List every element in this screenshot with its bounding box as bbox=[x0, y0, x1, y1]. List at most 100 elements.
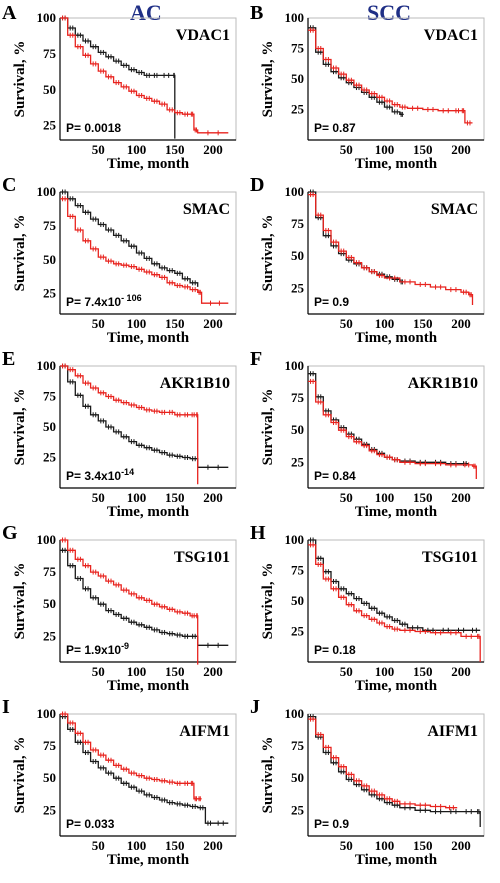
p-value-label: P= 0.84 bbox=[314, 469, 356, 483]
y-tick-label: 100 bbox=[37, 532, 57, 547]
y-tick-label: 100 bbox=[37, 10, 57, 25]
y-tick-label: 25 bbox=[291, 454, 305, 469]
gene-label: VDAC1 bbox=[424, 27, 478, 44]
x-axis-title: Time, month bbox=[107, 678, 190, 694]
y-tick-label: 25 bbox=[291, 802, 305, 817]
y-axis-title: Survival, % bbox=[260, 215, 276, 292]
x-tick-label: 200 bbox=[203, 838, 223, 853]
x-axis-title: Time, month bbox=[107, 504, 190, 520]
survival-curve-black bbox=[60, 191, 199, 287]
x-tick-label: 200 bbox=[451, 490, 471, 505]
km-chart-f: 25 50 75 100 50 100 150 200 Time, month Survival,… bbox=[260, 358, 485, 520]
gene-label: AIFM1 bbox=[427, 723, 478, 740]
p-value-exponent: -9 bbox=[121, 641, 129, 651]
x-axis-title: Time, month bbox=[355, 156, 438, 172]
y-axis-title: Survival, % bbox=[260, 737, 276, 814]
p-value-label: P= 0.0018 bbox=[66, 121, 121, 135]
km-chart-d: 25 50 75 100 50 100 150 200 Time, month Survival,… bbox=[260, 184, 485, 346]
x-tick-label: 100 bbox=[375, 316, 395, 331]
x-axis-title: Time, month bbox=[107, 852, 190, 868]
km-chart-h: 25 50 75 100 50 100 150 200 Time, month Survival,… bbox=[260, 532, 485, 694]
y-tick-label: 50 bbox=[291, 593, 304, 608]
y-axis-title: Survival, % bbox=[12, 389, 28, 466]
panel-letter-i: I bbox=[2, 696, 10, 718]
y-tick-label: 100 bbox=[285, 706, 305, 721]
x-tick-label: 150 bbox=[413, 838, 433, 853]
y-tick-label: 100 bbox=[37, 706, 57, 721]
x-tick-label: 150 bbox=[165, 142, 185, 157]
x-axis-title: Time, month bbox=[355, 330, 438, 346]
y-tick-label: 100 bbox=[285, 532, 305, 547]
x-tick-label: 200 bbox=[451, 838, 471, 853]
p-value-label: P= 0.18 bbox=[314, 643, 356, 657]
survival-curve-red bbox=[60, 198, 229, 304]
x-tick-label: 100 bbox=[375, 142, 395, 157]
x-tick-label: 200 bbox=[203, 490, 223, 505]
x-tick-label: 200 bbox=[203, 316, 223, 331]
gene-label: TSG101 bbox=[422, 549, 478, 566]
y-axis-title: Survival, % bbox=[12, 737, 28, 814]
x-tick-label: 50 bbox=[92, 838, 105, 853]
y-tick-label: 50 bbox=[43, 770, 56, 785]
km-chart-e: 25 50 75 100 50 100 150 200 Time, month Survival,… bbox=[12, 358, 237, 520]
x-tick-label: 100 bbox=[375, 664, 395, 679]
survival-curve-black bbox=[60, 17, 176, 139]
km-chart-a: 25 50 75 100 50 100 150 200 Time, month Survival,… bbox=[12, 10, 237, 172]
x-tick-label: 150 bbox=[165, 838, 185, 853]
x-tick-label: 150 bbox=[413, 142, 433, 157]
y-tick-label: 50 bbox=[291, 770, 304, 785]
y-tick-label: 100 bbox=[285, 10, 305, 25]
p-value-label: P= 0.9 bbox=[314, 817, 349, 831]
x-tick-label: 50 bbox=[92, 142, 105, 157]
x-tick-label: 100 bbox=[375, 838, 395, 853]
x-axis-title: Time, month bbox=[355, 678, 438, 694]
x-tick-label: 50 bbox=[92, 664, 105, 679]
x-tick-label: 100 bbox=[375, 490, 395, 505]
x-tick-label: 50 bbox=[340, 316, 353, 331]
p-value-label: P= 0.033 bbox=[66, 817, 115, 831]
y-tick-label: 25 bbox=[43, 628, 57, 643]
p-value-exponent: - 106 bbox=[121, 293, 142, 303]
y-tick-label: 75 bbox=[43, 738, 57, 753]
x-tick-label: 100 bbox=[127, 316, 147, 331]
y-tick-label: 100 bbox=[37, 184, 57, 199]
x-tick-label: 50 bbox=[92, 316, 105, 331]
gene-label: TSG101 bbox=[174, 549, 230, 566]
panel-letter-b: B bbox=[250, 2, 264, 24]
y-axis-title: Survival, % bbox=[260, 41, 276, 118]
x-tick-label: 150 bbox=[165, 664, 185, 679]
y-tick-label: 50 bbox=[291, 248, 304, 263]
x-tick-label: 150 bbox=[165, 316, 185, 331]
panel-letter-d: D bbox=[250, 174, 265, 196]
x-tick-label: 150 bbox=[413, 316, 433, 331]
y-axis-title: Survival, % bbox=[12, 563, 28, 640]
y-axis-title: Survival, % bbox=[260, 563, 276, 640]
y-tick-label: 75 bbox=[43, 46, 57, 61]
panel-letter-h: H bbox=[250, 522, 266, 544]
x-tick-label: 150 bbox=[413, 664, 433, 679]
y-axis-title: Survival, % bbox=[260, 389, 276, 466]
y-tick-label: 75 bbox=[291, 738, 305, 753]
y-tick-label: 50 bbox=[43, 252, 56, 267]
x-axis-title: Time, month bbox=[107, 156, 190, 172]
y-tick-label: 75 bbox=[43, 218, 57, 233]
panel-letter-a: A bbox=[2, 2, 17, 24]
y-tick-label: 100 bbox=[285, 184, 305, 199]
km-chart-c: 25 50 75 100 50 100 150 200 Time, month Survival,… bbox=[12, 184, 237, 346]
p-value-label: P= 1.9x10-9 bbox=[66, 641, 129, 657]
y-tick-label: 25 bbox=[43, 450, 57, 465]
y-tick-label: 25 bbox=[291, 280, 305, 295]
x-tick-label: 50 bbox=[340, 838, 353, 853]
gene-label: AKR1B10 bbox=[408, 375, 478, 392]
p-value-label: P= 0.9 bbox=[314, 295, 349, 309]
panel-letter-g: G bbox=[2, 522, 18, 544]
x-tick-label: 50 bbox=[92, 490, 105, 505]
x-tick-label: 100 bbox=[127, 838, 147, 853]
p-value-label: P= 3.4x10-14 bbox=[66, 467, 134, 483]
y-tick-label: 25 bbox=[291, 624, 305, 639]
gene-label: SMAC bbox=[431, 201, 478, 218]
panel-letter-j: J bbox=[250, 696, 260, 718]
y-tick-label: 25 bbox=[43, 802, 57, 817]
y-tick-label: 75 bbox=[291, 390, 305, 405]
column-header-ac: AC bbox=[130, 0, 162, 25]
